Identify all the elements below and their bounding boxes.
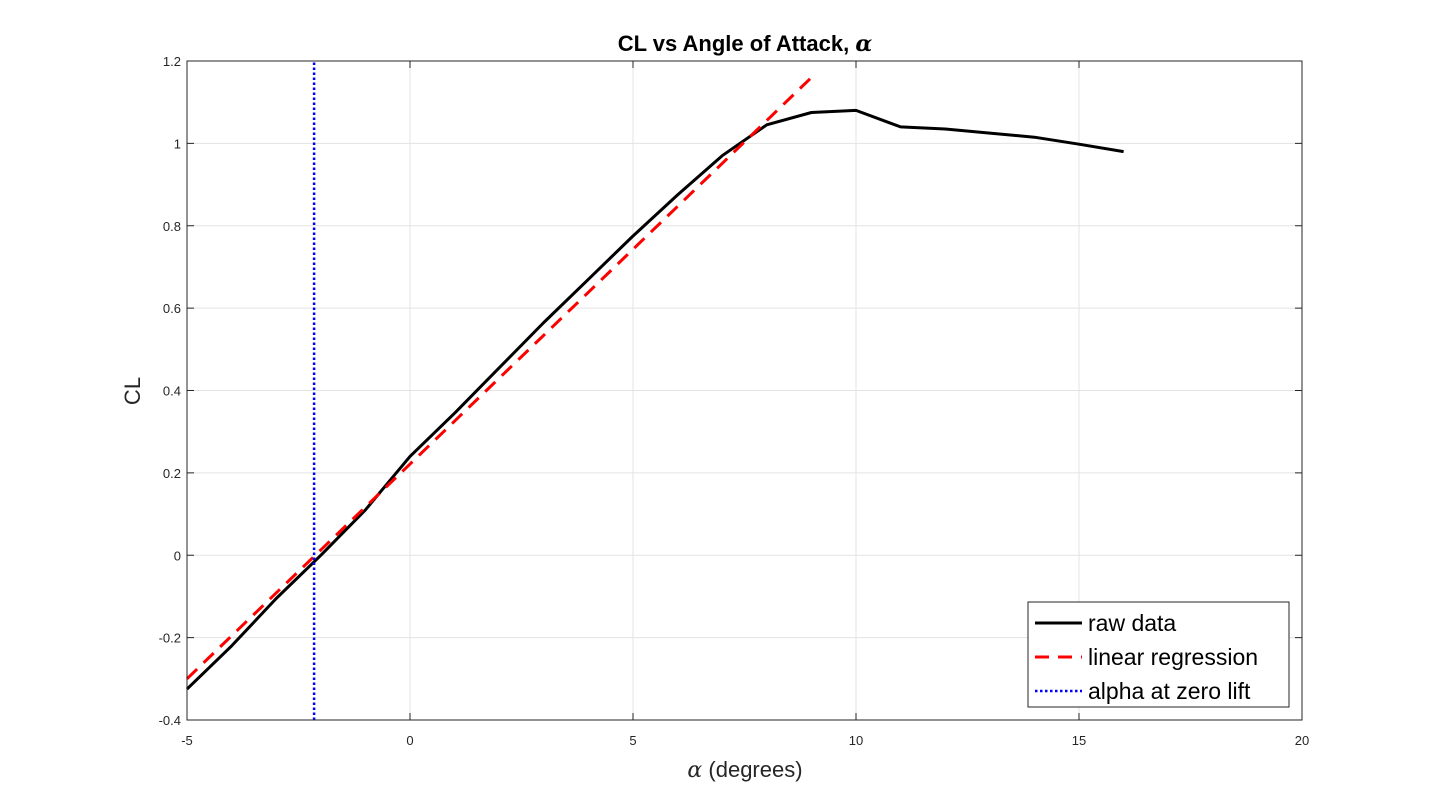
y-tick-label: -0.2 [159,631,181,646]
chart-title: CL vs Angle of Attack, α [618,31,873,57]
chart-title-text: CL vs Angle of Attack, [618,31,856,56]
series-line-linear-regression [185,76,813,680]
x-tick-label: -5 [181,733,193,748]
y-tick-label: 0.4 [163,384,181,399]
x-tick-label: 20 [1295,733,1309,748]
legend-label: linear regression [1088,644,1258,670]
x-tick-label: 10 [849,733,863,748]
x-tick-label: 0 [406,733,413,748]
y-tick-label: -0.4 [159,713,181,728]
x-tick-label: 5 [629,733,636,748]
y-tick-label: 0.8 [163,219,181,234]
series-line-raw-data [185,108,1124,691]
y-axis-title: CL [120,377,145,405]
y-tick-label: 0.2 [163,466,181,481]
y-tick-label: 1 [174,136,181,151]
legend-label: raw data [1088,610,1176,636]
x-tick-label: 15 [1072,733,1086,748]
x-axis-title: α (degrees) [687,757,802,783]
legend: raw data linear regression alpha at zero l… [1027,601,1290,708]
x-axis-title-text: (degrees) [702,757,802,782]
legend-box [1027,601,1290,708]
legend-label: alpha at zero lift [1088,678,1251,704]
chart-title-symbol: α [855,31,872,57]
legend-items: raw data linear regression alpha at zero l… [1035,610,1258,704]
y-tick-label: 1.2 [163,54,181,69]
x-axis-title-symbol: α [687,758,702,783]
series-group [185,61,1124,720]
y-tick-label: 0.6 [163,301,181,316]
y-tick-label: 0 [174,548,181,563]
ticks: -5 0 5 10 15 20 -0.4 -0.2 0 0.2 0.4 0.6 0.8 1 1.2 [159,54,1310,748]
